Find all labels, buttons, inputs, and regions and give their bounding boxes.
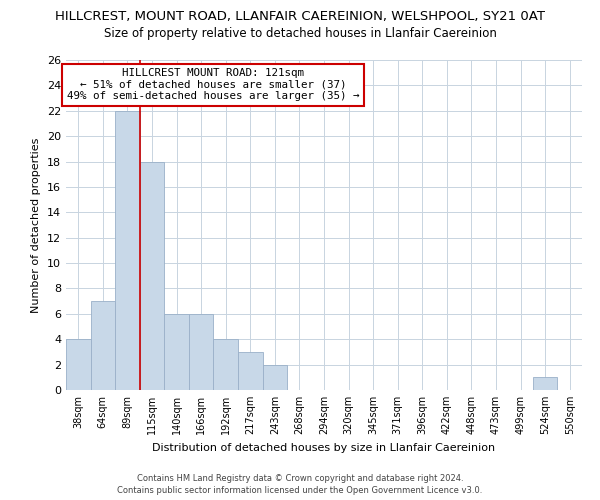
Bar xyxy=(263,364,287,390)
Bar xyxy=(189,314,214,390)
Bar xyxy=(66,339,91,390)
Text: Contains HM Land Registry data © Crown copyright and database right 2024.
Contai: Contains HM Land Registry data © Crown c… xyxy=(118,474,482,495)
Bar xyxy=(214,339,238,390)
Bar xyxy=(91,301,115,390)
Text: Size of property relative to detached houses in Llanfair Caereinion: Size of property relative to detached ho… xyxy=(104,28,496,40)
Bar xyxy=(533,378,557,390)
Text: HILLCREST MOUNT ROAD: 121sqm
← 51% of detached houses are smaller (37)
49% of se: HILLCREST MOUNT ROAD: 121sqm ← 51% of de… xyxy=(67,68,359,102)
Y-axis label: Number of detached properties: Number of detached properties xyxy=(31,138,41,312)
Bar xyxy=(140,162,164,390)
Bar xyxy=(115,111,140,390)
Text: HILLCREST, MOUNT ROAD, LLANFAIR CAEREINION, WELSHPOOL, SY21 0AT: HILLCREST, MOUNT ROAD, LLANFAIR CAEREINI… xyxy=(55,10,545,23)
Bar xyxy=(238,352,263,390)
Bar xyxy=(164,314,189,390)
X-axis label: Distribution of detached houses by size in Llanfair Caereinion: Distribution of detached houses by size … xyxy=(152,442,496,452)
